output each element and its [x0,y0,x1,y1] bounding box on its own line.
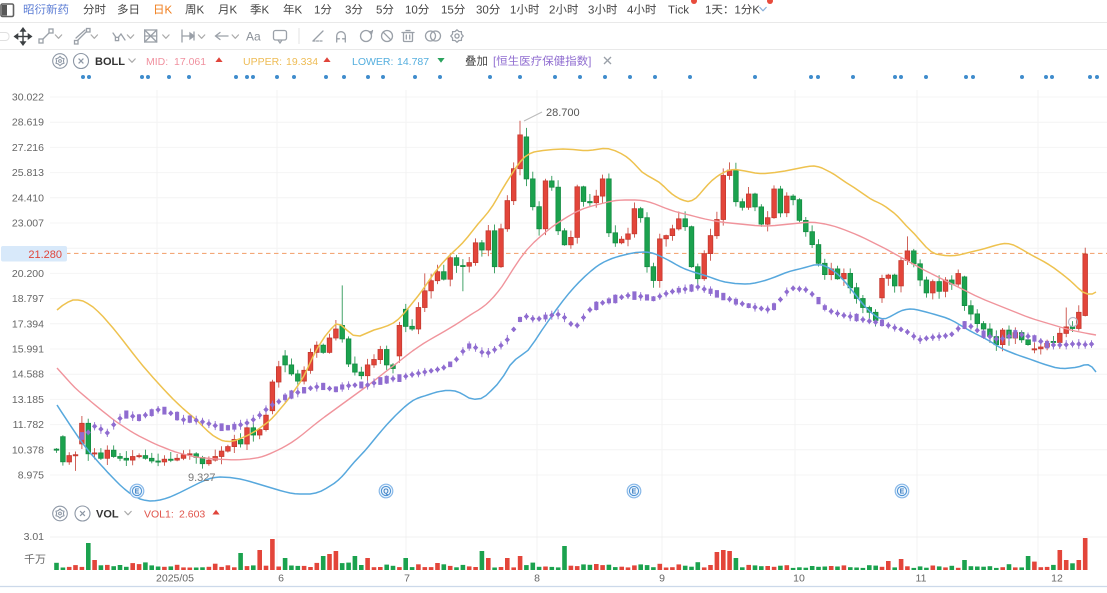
svg-text:20.200: 20.200 [12,268,44,280]
svg-text:2.603: 2.603 [179,509,205,521]
svg-text:2025/05: 2025/05 [156,573,194,585]
svg-text:24.410: 24.410 [12,192,44,204]
svg-text:8: 8 [534,573,540,585]
svg-text:9: 9 [659,573,665,585]
svg-text:25.813: 25.813 [12,167,44,179]
svg-text:E: E [632,489,637,496]
svg-text:28.619: 28.619 [12,117,44,129]
svg-text:15.991: 15.991 [12,344,44,356]
svg-text:14.588: 14.588 [12,369,44,381]
svg-text:9.327: 9.327 [188,472,216,484]
svg-text:Q: Q [383,489,389,496]
svg-text:10.378: 10.378 [12,444,44,456]
svg-text:27.216: 27.216 [12,142,44,154]
svg-text:13.185: 13.185 [12,394,44,406]
svg-text:E: E [135,489,140,496]
svg-text:Aa: Aa [246,30,261,44]
svg-text:11: 11 [916,573,927,585]
svg-text:MID:: MID: [146,56,168,68]
svg-text:21.280: 21.280 [28,249,62,261]
svg-text:UPPER:: UPPER: [243,56,282,68]
svg-text:BOLL: BOLL [95,56,125,68]
svg-text:3.01: 3.01 [24,531,45,543]
svg-text:18.797: 18.797 [12,293,44,305]
svg-text:23.007: 23.007 [12,218,44,230]
svg-text:17.061: 17.061 [174,56,206,68]
svg-text:VOL: VOL [96,509,119,521]
svg-text:6: 6 [278,573,284,585]
svg-text:28.700: 28.700 [546,107,580,119]
svg-text:11.782: 11.782 [13,419,44,431]
svg-text:14.787: 14.787 [397,56,429,68]
svg-text:12: 12 [1051,573,1063,585]
svg-text:LOWER:: LOWER: [352,56,393,68]
svg-text:8.975: 8.975 [18,470,44,482]
svg-text:7: 7 [404,573,410,585]
svg-text:10: 10 [793,573,805,585]
svg-text:E: E [900,489,905,496]
svg-text:19.334: 19.334 [286,56,318,68]
svg-text:VOL1:: VOL1: [144,509,174,521]
svg-text:17.394: 17.394 [12,318,44,330]
svg-text:30.022: 30.022 [12,92,44,104]
